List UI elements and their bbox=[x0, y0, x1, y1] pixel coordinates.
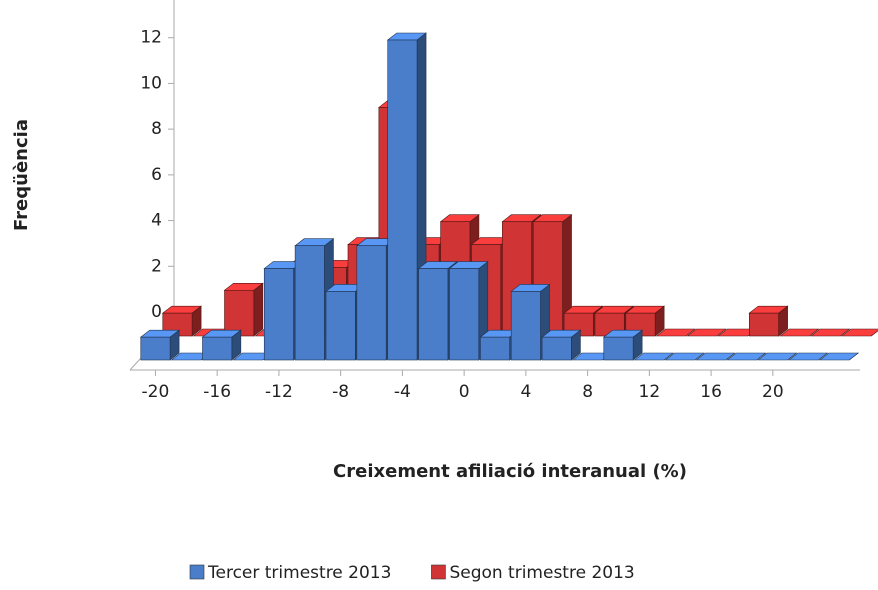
bar-front bbox=[449, 268, 480, 361]
bar bbox=[788, 352, 829, 361]
bar-top bbox=[810, 328, 851, 337]
bar-front bbox=[418, 268, 449, 361]
bar bbox=[664, 352, 705, 361]
x-axis-label: Creixement afiliació interanual (%) bbox=[333, 461, 687, 482]
bar-front bbox=[224, 289, 255, 337]
x-tick-label: -16 bbox=[203, 382, 231, 402]
bar-top bbox=[695, 352, 736, 361]
x-tick-label: 0 bbox=[459, 382, 470, 402]
x-tick-label: 12 bbox=[639, 382, 661, 402]
bar bbox=[779, 328, 820, 337]
y-tick-label: 2 bbox=[151, 256, 162, 276]
bar-top bbox=[686, 328, 727, 337]
bar bbox=[686, 328, 727, 337]
x-tick-label: -4 bbox=[394, 382, 411, 402]
y-tick-label: 0 bbox=[151, 302, 162, 322]
bar bbox=[810, 328, 851, 337]
bar-front bbox=[263, 268, 294, 361]
bar-front bbox=[356, 245, 387, 361]
bar-front bbox=[541, 336, 572, 361]
y-tick-label: 10 bbox=[140, 73, 162, 93]
bar bbox=[819, 352, 860, 361]
bar bbox=[726, 352, 767, 361]
bar-front bbox=[294, 245, 325, 361]
bar-front bbox=[387, 39, 418, 361]
bar-top bbox=[655, 328, 696, 337]
bar-top bbox=[664, 352, 705, 361]
x-tick-label: 20 bbox=[762, 382, 784, 402]
y-tick-label: 8 bbox=[151, 119, 162, 139]
bar-side bbox=[253, 282, 264, 337]
y-tick-label: 12 bbox=[140, 28, 162, 48]
bar-front bbox=[140, 336, 171, 361]
bar-top bbox=[841, 328, 878, 337]
bar bbox=[541, 329, 582, 361]
x-tick-label: 8 bbox=[582, 382, 593, 402]
bar-front bbox=[480, 336, 510, 361]
bar-top bbox=[788, 352, 829, 361]
bar-front bbox=[325, 291, 356, 361]
x-tick-label: -20 bbox=[142, 382, 170, 402]
legend-swatch bbox=[431, 564, 446, 580]
bar-front bbox=[202, 336, 233, 361]
bar bbox=[655, 328, 696, 337]
bar bbox=[633, 352, 674, 361]
bar-front bbox=[510, 291, 541, 361]
bar bbox=[695, 352, 736, 361]
bar bbox=[757, 352, 798, 361]
bar bbox=[841, 328, 878, 337]
bar-top bbox=[757, 352, 798, 361]
bar bbox=[201, 329, 242, 361]
legend-swatch bbox=[189, 564, 205, 580]
x-tick-label: -12 bbox=[265, 382, 293, 402]
bar-top bbox=[726, 352, 767, 361]
bar-front bbox=[603, 336, 634, 361]
bar bbox=[602, 329, 644, 361]
x-tick-label: 16 bbox=[700, 382, 722, 402]
bar-top bbox=[779, 328, 820, 337]
y-tick-label: 14 bbox=[140, 0, 162, 2]
bar bbox=[748, 305, 789, 337]
x-tick-label: 4 bbox=[520, 382, 531, 402]
legend-label: Tercer trimestre 2013 bbox=[207, 563, 391, 583]
y-tick-label: 6 bbox=[151, 165, 162, 185]
bar bbox=[223, 282, 264, 337]
bar bbox=[139, 329, 180, 361]
bar-front bbox=[748, 312, 779, 337]
y-tick-label: 4 bbox=[151, 211, 162, 231]
y-axis-label: Freqüència bbox=[11, 119, 32, 231]
bar-top bbox=[819, 352, 860, 361]
x-tick-label: -8 bbox=[332, 382, 349, 402]
legend-label: Segon trimestre 2013 bbox=[449, 563, 634, 583]
bar-top bbox=[633, 352, 674, 361]
